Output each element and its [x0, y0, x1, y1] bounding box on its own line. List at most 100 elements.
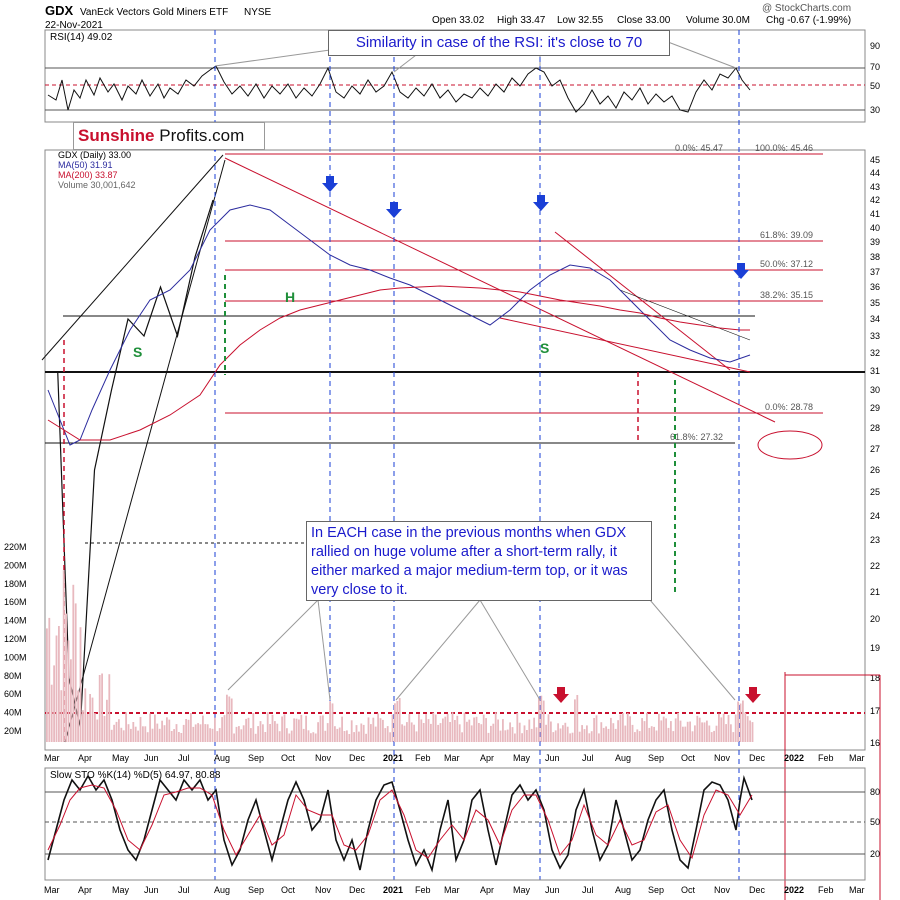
down-arrow-icon — [386, 202, 402, 218]
volume-bar — [70, 659, 72, 742]
x-tick: Nov — [315, 885, 332, 895]
volume-bar — [533, 717, 535, 742]
volume-bar — [360, 723, 363, 742]
volume-bar — [67, 640, 70, 742]
volume-bar — [288, 733, 291, 742]
volume-bar — [490, 725, 492, 742]
legend-ma200: MA(200) 33.87 — [58, 170, 118, 180]
volume-bar — [679, 720, 682, 742]
volume-bar — [636, 729, 639, 742]
sunshine-profits-logo: Sunshine Profits.com — [73, 122, 265, 150]
volume-bar — [142, 726, 144, 742]
volume-bar — [134, 726, 137, 742]
volume-bar — [638, 731, 641, 742]
volume-bar — [223, 715, 226, 742]
volume-bar — [113, 724, 115, 742]
volume-bar — [175, 724, 178, 742]
x-axis-labels-bottom: Mar Apr May Jun Jul Aug Sep Oct Nov Dec 2021 Feb Mar… — [44, 885, 865, 895]
x-tick: Sep — [648, 885, 664, 895]
volume-bar — [50, 684, 53, 742]
price-tick: 30 — [870, 385, 880, 395]
price-tick: 19 — [870, 643, 880, 653]
volume-callout-pointer — [227, 599, 319, 691]
volume-bar — [528, 719, 531, 742]
volume-bar — [300, 714, 303, 742]
volume-bar — [574, 699, 576, 742]
volume-bar — [305, 715, 307, 742]
volume-bar — [485, 718, 487, 742]
date: 22-Nov-2021 — [45, 20, 103, 31]
volume-bar — [410, 722, 413, 742]
volume-bar — [269, 724, 271, 742]
volume-bar — [631, 724, 634, 742]
volume-bar — [581, 725, 583, 742]
volume-bar — [173, 729, 175, 742]
x-tick: 2021 — [383, 753, 403, 763]
x-tick: Aug — [214, 753, 230, 763]
volume-tick: 40M — [4, 708, 22, 718]
volume-bar — [492, 723, 495, 742]
volume-bar — [338, 727, 341, 742]
volume-bar — [163, 725, 166, 742]
down-arrow-icon — [322, 176, 338, 192]
volume-bar — [216, 731, 219, 742]
fib-labels: 0.0%: 45.47 100.0%: 45.46 61.8%: 39.09 5… — [670, 143, 813, 442]
open: Open 33.02 — [432, 15, 485, 26]
volume-bar — [401, 724, 403, 742]
price-tick: 29 — [870, 403, 880, 413]
price-tick: 37 — [870, 267, 880, 277]
volume-bar — [653, 726, 655, 742]
volume-bar — [650, 726, 653, 742]
sto-k-line — [47, 774, 753, 873]
volume-bar — [535, 727, 538, 742]
volume-bar — [475, 716, 478, 742]
volume-bar — [144, 726, 147, 742]
volume-bar — [686, 721, 689, 742]
volume-bar — [408, 714, 411, 742]
x-tick: Oct — [281, 885, 296, 895]
volume-bar — [228, 696, 231, 742]
volume-bar — [516, 712, 519, 742]
volume-bar — [367, 717, 370, 742]
volume-bar — [634, 732, 636, 742]
volume-bar — [494, 712, 497, 742]
volume-bar — [259, 721, 262, 742]
volume-bar — [185, 719, 187, 742]
trendline — [64, 159, 226, 743]
volume-callout-text: In EACH case in the previous months when… — [311, 525, 628, 598]
fib-label: 61.8%: 27.32 — [670, 432, 723, 442]
volume-tick: 200M — [4, 560, 27, 570]
volume-bar — [271, 714, 274, 742]
volume-bar — [662, 716, 665, 742]
volume-bar — [77, 690, 79, 742]
volume-bar — [643, 721, 646, 742]
volume-bar — [737, 701, 739, 742]
volume-bar — [139, 717, 142, 742]
volume-bar — [674, 718, 677, 742]
volume-bar — [422, 723, 425, 742]
volume-bar — [190, 713, 192, 742]
x-tick: Sep — [648, 753, 664, 763]
x-tick: 2021 — [383, 885, 403, 895]
volume-tick: 20M — [4, 726, 22, 736]
volume-bar — [677, 712, 679, 742]
volume-bar — [266, 712, 269, 742]
price-tick: 40 — [870, 223, 880, 233]
sto-d-line — [47, 784, 753, 860]
volume-bar — [689, 721, 691, 742]
volume-bar — [278, 731, 281, 742]
volume-bar — [667, 727, 670, 742]
volume-bar — [106, 699, 108, 742]
volume-bar — [247, 717, 250, 742]
x-tick: Feb — [415, 753, 431, 763]
x-tick: Jul — [582, 753, 594, 763]
volume-bar — [605, 726, 607, 742]
volume-bar — [281, 716, 283, 742]
volume-bar — [324, 730, 327, 742]
price-axis: 16 17 18 19 20 21 22 23 24 25 26 27 28 29 30 31 32 33 34 35… — [870, 155, 880, 748]
volume-bar — [132, 722, 135, 742]
volume-bar — [626, 713, 629, 742]
volume: Volume 30.0M — [686, 15, 750, 26]
price-tick: 42 — [870, 195, 880, 205]
volume-bar — [550, 721, 552, 742]
